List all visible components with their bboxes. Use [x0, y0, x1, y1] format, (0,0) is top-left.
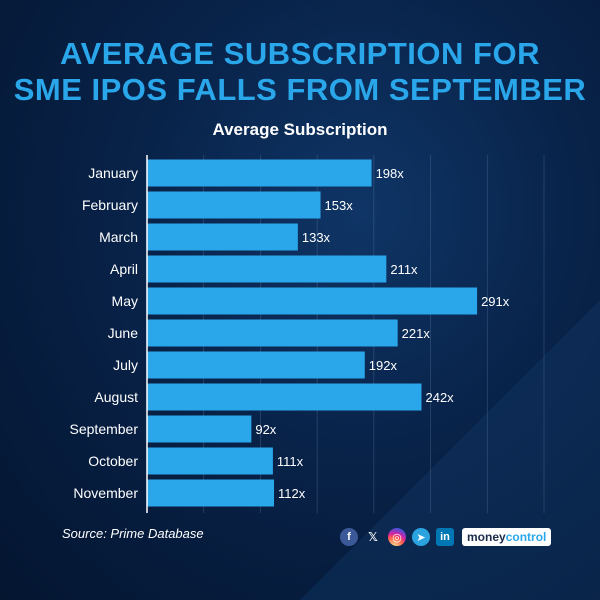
- value-label: 111x: [277, 454, 304, 469]
- value-label: 198x: [376, 166, 405, 181]
- value-label: 92x: [255, 422, 276, 437]
- instagram-icon[interactable]: ◎: [388, 528, 406, 546]
- category-label: November: [73, 485, 138, 501]
- bar: [147, 159, 372, 187]
- facebook-icon[interactable]: f: [340, 528, 358, 546]
- category-label: September: [70, 421, 139, 437]
- social-links: f 𝕏 ◎ ➤ in moneycontrol: [340, 528, 552, 546]
- category-label: July: [113, 357, 138, 373]
- category-label: June: [108, 325, 139, 341]
- category-label: August: [94, 389, 138, 405]
- category-label: January: [88, 165, 138, 181]
- category-label: March: [99, 229, 138, 245]
- logo-money: money: [467, 530, 506, 544]
- headline: AVERAGE SUBSCRIPTION FOR SME IPOs FALLS …: [0, 36, 600, 108]
- bar: [147, 223, 298, 251]
- bar: [147, 319, 398, 347]
- linkedin-icon[interactable]: in: [436, 528, 454, 546]
- category-label: October: [88, 453, 138, 469]
- bar: [147, 447, 273, 475]
- logo-control: control: [505, 530, 547, 544]
- bar: [147, 479, 275, 507]
- background-shape: [300, 300, 600, 600]
- headline-line-2: SME IPOs FALLS FROM SEPTEMBER: [13, 72, 587, 107]
- moneycontrol-logo[interactable]: moneycontrol: [462, 528, 552, 546]
- chart-title: Average Subscription: [212, 120, 388, 139]
- bar: [147, 383, 422, 411]
- source-note: Source: Prime Database: [62, 526, 204, 541]
- value-label: 291x: [481, 294, 510, 309]
- bar: [147, 255, 387, 283]
- value-label: 192x: [369, 358, 398, 373]
- value-label: 242x: [425, 390, 454, 405]
- value-label: 153x: [325, 198, 354, 213]
- value-label: 211x: [390, 262, 418, 277]
- bar: [147, 191, 321, 219]
- bar: [147, 287, 478, 315]
- bar: [147, 351, 365, 379]
- bar: [147, 415, 252, 443]
- value-label: 221x: [402, 326, 431, 341]
- category-label: May: [112, 293, 138, 309]
- x-icon[interactable]: 𝕏: [368, 530, 378, 544]
- category-label: April: [110, 261, 138, 277]
- category-label: February: [82, 197, 138, 213]
- value-label: 112x: [278, 486, 306, 501]
- value-label: 133x: [302, 230, 331, 245]
- telegram-icon[interactable]: ➤: [412, 528, 430, 546]
- headline-line-1: AVERAGE SUBSCRIPTION FOR: [60, 36, 540, 71]
